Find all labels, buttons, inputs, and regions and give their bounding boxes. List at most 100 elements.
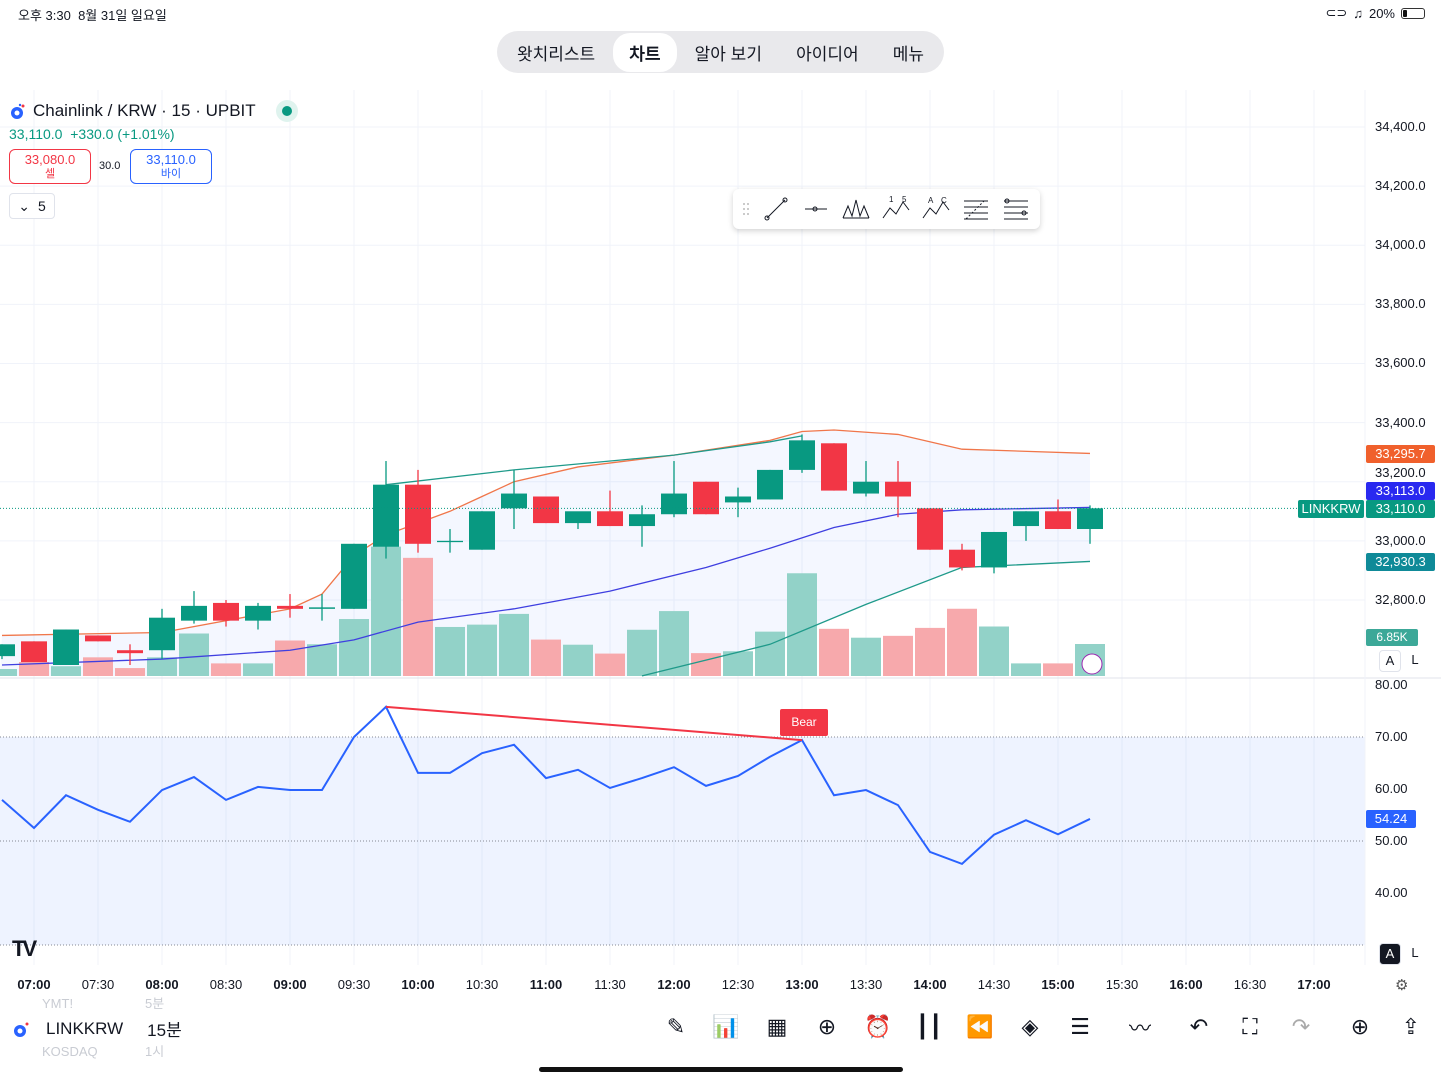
horizontal-ray-icon[interactable] [799,194,833,224]
sell-button[interactable]: 33,080.0 셀 [9,149,91,184]
drag-handle-icon[interactable] [739,194,753,224]
volume-bar [595,653,625,676]
compare-wave-icon[interactable]: 〰 [1128,1016,1151,1041]
price-label: 33,200.0 [1375,465,1426,480]
rsi-auto-scale-button[interactable]: A [1379,943,1401,965]
symbol-picker[interactable]: LINKKRW 15분 [12,1016,182,1041]
rsi-label: 50.00 [1375,833,1408,848]
volume-bar [499,613,529,676]
rsi-label: 80.00 [1375,677,1408,692]
time-label: 08:30 [209,977,243,992]
volume-bar [691,653,721,676]
chart-indicators-icon[interactable]: 📊 [712,1014,740,1039]
price-label: 34,000.0 [1375,237,1426,253]
time-label: 07:30 [81,977,115,992]
fullscreen-icon[interactable]: ⛶ [1242,1014,1258,1039]
pen-icon[interactable]: ✎ [666,1014,686,1039]
chevron-down-icon: ⌄ [18,197,30,214]
candle-body [181,605,207,621]
tab-watchlist[interactable]: 왓치리스트 [517,44,596,64]
alarm-icon[interactable]: ⏰ [864,1014,892,1039]
volume-bar [819,628,849,676]
volume-bar [723,651,753,676]
legend-price: 33,110.0 +330.0 (+1.01%) [9,126,175,142]
time-label: 14:30 [977,977,1011,992]
add-idea-icon[interactable]: ⊕ [1350,1014,1370,1039]
candle-body [885,481,911,497]
rsi-line [1,705,1091,866]
bear-divergence-line [385,705,803,742]
auto-scale-button[interactable]: A [1379,650,1401,672]
upper-band-tag: 33,295.7 [1366,445,1435,463]
settings-sliders-icon[interactable]: ☰ [1070,1014,1090,1039]
volume-bar [531,639,561,676]
candle-body [373,484,399,547]
lower-band-tag: 32,930.3 [1366,553,1435,571]
tab-ideas[interactable]: 아이디어 [796,44,859,64]
redo-icon[interactable]: ↷ [1291,1014,1311,1039]
candle-body [725,496,751,503]
indicators-toggle[interactable]: ⌄ 5 [9,193,55,219]
undo-icon[interactable]: ↶ [1189,1014,1209,1039]
headphones-icon: ♫ [1353,5,1363,21]
volume-bar [659,611,689,676]
indicators-count: 5 [37,198,46,214]
candle-type-icon[interactable]: ┃┃ [915,1014,943,1039]
tab-menu[interactable]: 메뉴 [892,44,924,64]
price-label: 34,400.0 [1375,119,1426,134]
pattern-icon[interactable] [839,194,873,224]
candle-body [53,629,79,665]
buy-price: 33,110.0 [146,152,196,167]
fib-extension-icon[interactable] [999,194,1033,224]
candle-body [949,549,975,568]
volume-bar [563,644,593,676]
grid-layout-icon[interactable]: ▦ [766,1014,788,1039]
sell-label: 셀 [44,168,56,180]
buy-button[interactable]: 33,110.0 바이 [130,149,212,184]
volume-bar [979,626,1009,676]
share-icon[interactable]: ⇪ [1401,1014,1421,1039]
volume-bar [1011,663,1041,676]
time-axis-settings-icon[interactable]: ⚙ [1395,977,1409,994]
log-scale-button[interactable]: L [1404,650,1426,672]
trend-line-icon[interactable] [759,194,793,224]
layers-icon[interactable]: ◈ [1021,1014,1039,1039]
volume-bar [51,666,81,676]
symbol-legend[interactable]: Chainlink / KRW · 15 · UPBIT [9,100,298,122]
upper-guide-line [385,435,803,486]
rsi-label: 60.00 [1375,781,1408,796]
volume-bar [19,661,49,676]
symbol-name: LINKKRW [46,1018,124,1038]
add-circle-icon[interactable]: ⊕ [817,1014,837,1039]
fib-retracement-icon[interactable] [959,194,993,224]
home-indicator[interactable] [539,1067,903,1072]
time-label: 11:30 [594,977,626,992]
tab-chart[interactable]: 차트 [613,32,677,72]
candle-body [757,469,783,500]
volume-bar [627,629,657,676]
svg-text:5: 5 [902,196,907,204]
candle-body [629,514,655,527]
replay-icon[interactable]: ⏪ [966,1014,994,1039]
rsi-log-scale-button[interactable]: L [1404,943,1426,965]
time-label: 14:00 [913,977,947,992]
volume-bar [947,608,977,676]
candle-body [693,481,719,515]
volume-bar [915,627,945,676]
volume-bar [211,663,241,676]
volume-bar [339,619,369,676]
time-label: 17:00 [1297,977,1331,992]
tradingview-logo: TV [12,936,37,961]
svg-text:1: 1 [889,196,894,204]
candle-body [341,543,367,609]
volume-bar [371,546,401,676]
next-interval: 1시 [145,1044,165,1059]
candle-body [853,481,879,494]
interval-picker[interactable]: 15분 [147,1021,182,1040]
tab-explore[interactable]: 알아 보기 [694,44,762,64]
date: 8월 31일 일요일 [78,8,167,23]
price-label: 33,400.0 [1375,414,1426,430]
